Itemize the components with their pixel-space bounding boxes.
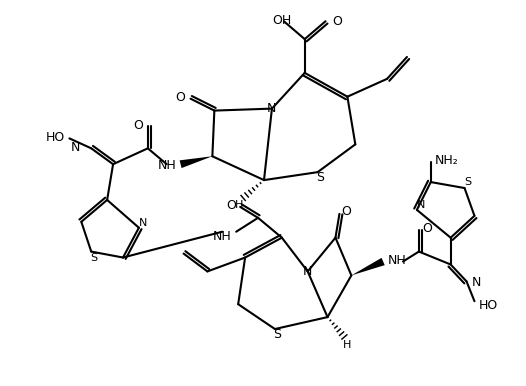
Text: NH: NH xyxy=(213,230,231,243)
Text: H: H xyxy=(235,200,244,210)
Text: NH: NH xyxy=(388,254,407,267)
Text: H: H xyxy=(343,340,351,350)
Text: O: O xyxy=(422,222,432,235)
Polygon shape xyxy=(351,258,385,275)
Text: N: N xyxy=(71,141,80,154)
Text: N: N xyxy=(139,218,147,228)
Text: O: O xyxy=(133,119,143,132)
Text: N: N xyxy=(303,265,312,278)
Polygon shape xyxy=(180,156,213,168)
Text: N: N xyxy=(472,276,481,289)
Text: N: N xyxy=(267,102,277,115)
Text: S: S xyxy=(464,177,471,187)
Text: N: N xyxy=(417,200,425,210)
Text: HO: HO xyxy=(479,299,498,312)
Text: O: O xyxy=(332,15,342,28)
Text: OH: OH xyxy=(272,14,291,27)
Text: O: O xyxy=(341,205,351,218)
Text: HO: HO xyxy=(46,131,65,144)
Text: S: S xyxy=(273,328,281,342)
Text: S: S xyxy=(317,171,325,184)
Text: O: O xyxy=(176,91,186,104)
Text: NH: NH xyxy=(157,159,176,172)
Text: O: O xyxy=(226,200,236,212)
Text: S: S xyxy=(90,252,98,262)
Text: NH₂: NH₂ xyxy=(435,154,459,167)
